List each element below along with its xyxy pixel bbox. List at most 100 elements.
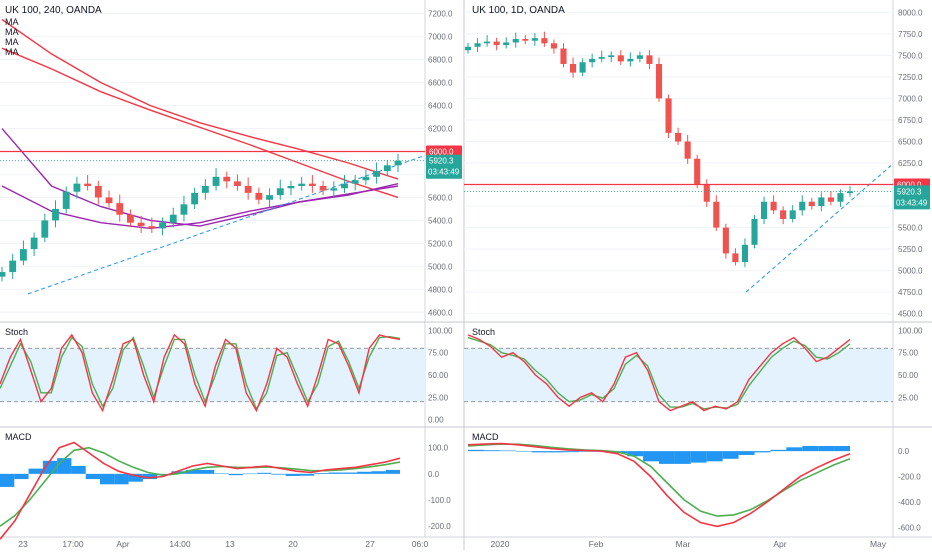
candle-body <box>9 260 17 273</box>
candle-body <box>484 41 491 44</box>
macd-histogram-bar <box>200 469 215 474</box>
price-tick-label: 5250.0 <box>898 245 923 254</box>
candle-body <box>493 41 500 46</box>
price-tick-label: 6800.0 <box>428 56 453 65</box>
candle-body <box>266 195 273 200</box>
candle-body <box>319 185 327 191</box>
macd-histogram-bar <box>271 473 286 475</box>
ma-legend-label: MA <box>5 47 19 57</box>
price-tick-label: 6600.0 <box>428 79 453 88</box>
candle-body <box>244 185 252 193</box>
candle-body <box>373 171 381 177</box>
candle-body <box>713 201 720 228</box>
macd-histogram-bar <box>114 473 129 485</box>
candle-body <box>799 201 806 211</box>
countdown-tag-text: 03:43:49 <box>428 168 460 177</box>
candle-body <box>287 185 295 189</box>
ma-legend-label: MA <box>5 37 19 47</box>
candle-body <box>808 201 815 207</box>
candle-body <box>608 55 615 58</box>
candle-body <box>19 249 27 261</box>
time-tick-label: 23 <box>18 539 28 549</box>
countdown-tag-text: 03:43:49 <box>896 198 928 207</box>
level-price-tag-text: 6000.0 <box>429 148 454 157</box>
candle-body <box>159 222 166 229</box>
macd-histogram-bar <box>754 451 771 453</box>
macd-histogram-bar <box>468 449 484 452</box>
price-tick-label: 6750.0 <box>898 116 923 125</box>
macd-tick-label: -400.0 <box>898 498 921 507</box>
price-tick-label: 6400.0 <box>428 102 453 111</box>
macd-histogram-bar <box>531 451 548 453</box>
candle-body <box>655 63 663 99</box>
macd-histogram-bar <box>142 473 158 480</box>
time-tick-label: 06:0 <box>412 539 429 549</box>
price-tick-label: 6200.0 <box>428 125 453 134</box>
candle-body <box>351 180 359 184</box>
candle-body <box>341 183 348 189</box>
candle-body <box>105 197 113 204</box>
moving-average-line <box>1 185 399 230</box>
candle-body <box>694 158 701 185</box>
candle-body <box>169 214 177 223</box>
candle-body <box>780 210 787 219</box>
price-tick-label: 7750.0 <box>898 30 923 39</box>
macd-histogram-bar <box>371 471 386 474</box>
price-tick-label: 4600.0 <box>428 308 453 317</box>
moving-average-line <box>1 18 399 180</box>
price-tick-label: 6500.0 <box>898 137 923 146</box>
candle-body <box>760 201 768 219</box>
level-price-tag-text: 6000.0 <box>897 181 922 190</box>
candle-body <box>636 55 643 59</box>
macd-histogram-bar <box>385 469 400 474</box>
candle-body <box>722 227 729 254</box>
candle-body <box>646 55 653 64</box>
candle-body <box>617 55 624 62</box>
macd-line <box>0 441 401 540</box>
macd-histogram-bar <box>28 468 43 474</box>
candle-body <box>550 43 558 49</box>
candle-body <box>627 58 634 62</box>
macd-histogram-bar <box>690 451 707 463</box>
macd-tick-label: 100.0 <box>428 444 449 453</box>
candle-body <box>73 183 81 192</box>
macd-histogram-bar <box>579 451 596 452</box>
candle-body <box>751 218 758 245</box>
candle-body <box>127 214 134 223</box>
last-price-tag-text: 5920.3 <box>429 157 454 166</box>
macd-histogram-bar <box>515 451 532 452</box>
candle-body <box>598 57 605 59</box>
macd-signal-line <box>467 443 851 517</box>
candle-body <box>30 237 38 250</box>
time-tick-label: 17:00 <box>62 539 84 549</box>
candle-body <box>276 188 284 196</box>
stoch-tick-label: 50.00 <box>898 371 919 380</box>
candle-body <box>684 141 691 159</box>
last-price-tag-text: 5920.3 <box>897 187 922 196</box>
macd-histogram-bar <box>0 473 15 487</box>
candle-body <box>41 220 49 238</box>
ma-legend-label: MA <box>5 27 19 37</box>
macd-histogram-bar <box>314 473 329 474</box>
candle-body <box>827 197 834 202</box>
time-tick-label: 20 <box>288 539 298 549</box>
left-chart-title: UK 100, 240, OANDA <box>5 5 102 16</box>
candle-body <box>741 244 749 263</box>
macd-histogram-bar <box>100 473 115 485</box>
stoch-d-line <box>467 336 851 410</box>
candle-body <box>541 38 548 44</box>
right-chart-title: UK 100, 1D, OANDA <box>472 5 565 16</box>
candle-body <box>531 38 538 41</box>
price-tick-label: 4800.0 <box>428 285 453 294</box>
macd-tick-label: 0.0 <box>898 447 910 456</box>
candle-body <box>789 210 796 219</box>
macd-histogram-bar <box>228 473 243 476</box>
left-stoch-label: Stoch <box>5 327 28 337</box>
time-tick-label: 27 <box>365 539 375 549</box>
price-tick-label: 7200.0 <box>428 10 453 19</box>
stoch-tick-label: 0.00 <box>428 416 444 425</box>
candle-body <box>362 176 370 181</box>
stoch-tick-label: 25.00 <box>898 393 919 402</box>
macd-histogram-bar <box>706 451 723 462</box>
